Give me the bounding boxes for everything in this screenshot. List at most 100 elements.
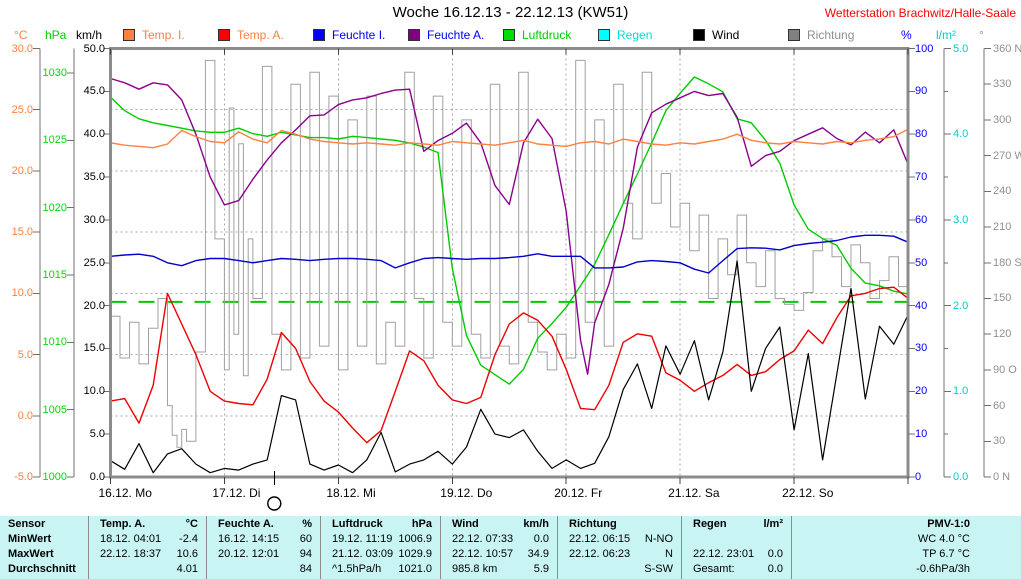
tick-label-lm2: 0.0	[953, 471, 969, 483]
tick-label-hpa: 1020	[42, 201, 67, 214]
legend-item-temp-a: Temp. A.	[218, 28, 284, 42]
table-cell-value: 1029.9	[398, 548, 432, 560]
tick-label-deg: 300	[993, 113, 1012, 126]
tick-label-deg: 270 W	[993, 149, 1021, 162]
series-wind	[110, 260, 909, 474]
table-cell-datetime: 21.12. 03:09	[332, 548, 394, 560]
legend-label: Wind	[712, 28, 740, 42]
table-header-richtung: Richtung	[569, 518, 617, 530]
tick-label-kmh: 50.0	[83, 42, 105, 55]
table-cell-value: 0.0	[533, 533, 549, 545]
legend-swatch-icon	[218, 29, 230, 41]
table-cell-value: 1021.0	[398, 563, 432, 575]
table-divider	[440, 516, 441, 579]
legend-label: Temp. I.	[142, 28, 185, 42]
series-temp_a	[110, 286, 909, 444]
day-label: 22.12. So	[782, 486, 834, 500]
legend-item-wind: Wind	[693, 28, 740, 42]
tick-label-hpa: 1025	[42, 134, 67, 147]
legend-swatch-icon	[123, 29, 135, 41]
tick-label-kmh: 40.0	[83, 128, 105, 141]
tick-label-pct: 20	[915, 385, 928, 398]
tick-label-hpa: 1010	[42, 336, 67, 349]
table-header-pmv: PMV-1:0	[927, 518, 970, 530]
tick-label-pct: 30	[915, 342, 928, 355]
tick-label-c: 15.0	[11, 226, 33, 239]
legend-swatch-icon	[693, 29, 705, 41]
tick-label-deg: 150	[993, 292, 1012, 305]
tick-label-pct: 90	[915, 85, 928, 98]
table-cell-value: 84	[299, 563, 312, 575]
legend-label: Feuchte A.	[427, 28, 485, 42]
axis-header-celsius: °C	[14, 28, 28, 42]
table-header-luftdruck: Luftdruck	[332, 518, 383, 530]
table-cell-value: 0.0	[767, 563, 783, 575]
tick-label-hpa: 1005	[42, 403, 67, 416]
tick-label-deg: 60	[993, 399, 1006, 412]
table-cell-datetime: 20.12. 12:01	[218, 548, 280, 560]
table-cell-datetime: ^1.5hPa/h	[332, 563, 382, 575]
table-cell-datetime: 22.12. 23:01	[693, 548, 755, 560]
axis-header-percent: %	[901, 28, 912, 42]
day-label: 16.12. Mo	[98, 486, 152, 500]
page-title: Woche 16.12.13 - 22.12.13 (KW51)	[392, 4, 629, 21]
tick-label-deg: 210	[993, 221, 1012, 234]
tick-label-c: -5.0	[14, 471, 33, 483]
table-cell-datetime: 18.12. 04:01	[100, 533, 162, 545]
tick-label-c: 5.0	[17, 348, 33, 361]
legend-swatch-icon	[503, 29, 515, 41]
table-cell-value: 94	[299, 548, 312, 560]
table-cell-value: 10.6	[176, 548, 198, 560]
tick-label-deg: 0 N	[993, 471, 1011, 483]
table-cell-value: N	[665, 548, 673, 560]
tick-label-kmh: 25.0	[83, 256, 105, 269]
legend-item-feuchte-i: Feuchte I.	[313, 28, 385, 42]
legend-item-regen: Regen	[598, 28, 652, 42]
tick-label-deg: 180 S	[993, 256, 1021, 269]
tick-label-kmh: 20.0	[83, 299, 105, 312]
legend-swatch-icon	[313, 29, 325, 41]
table-header-unit: %	[302, 518, 312, 530]
tick-label-lm2: 3.0	[953, 213, 969, 226]
tick-label-deg: 90 O	[993, 363, 1017, 376]
legend-item-luftdruck: Luftdruck	[503, 28, 571, 42]
tick-label-deg: 30	[993, 435, 1006, 448]
axis-header-hpa: hPa	[45, 28, 67, 42]
table-header-unit: hPa	[411, 518, 432, 530]
table-cell-datetime: Gesamt:	[693, 563, 735, 575]
day-label: 18.12. Mi	[326, 486, 376, 500]
table-header-wind: Wind	[452, 518, 479, 530]
table-cell-value: 60	[299, 533, 312, 545]
table-row-label: MaxWert	[8, 548, 54, 560]
table-cell-value: -2.4	[179, 533, 198, 545]
table-cell-datetime: 22.12. 06:15	[569, 533, 631, 545]
day-label: 21.12. Sa	[668, 486, 720, 500]
table-cell-datetime: 22.12. 06:23	[569, 548, 631, 560]
tick-label-kmh: 45.0	[83, 85, 105, 98]
tick-label-c: 25.0	[11, 103, 33, 116]
legend-label: Temp. A.	[237, 28, 284, 42]
table-row-label: Durchschnitt	[8, 563, 76, 575]
series-temp_i	[110, 128, 909, 149]
table-header-unit: °C	[185, 518, 198, 530]
table-row-label: MinWert	[8, 533, 52, 545]
day-label: 17.12. Di	[212, 486, 261, 500]
tick-label-pct: 0	[915, 471, 922, 483]
tick-label-kmh: 10.0	[83, 385, 105, 398]
tick-label-pct: 40	[915, 299, 928, 312]
table-cell-datetime: 22.12. 18:37	[100, 548, 162, 560]
table-cell-value: S-SW	[644, 563, 673, 575]
station-name: Wetterstation Brachwitz/Halle-Saale	[824, 6, 1016, 20]
tick-label-kmh: 0.0	[89, 471, 105, 483]
table-cell-value: 4.01	[176, 563, 198, 575]
axis-header-lm2: l/m²	[936, 28, 956, 42]
table-cell-value: 34.9	[527, 548, 549, 560]
tick-label-lm2: 4.0	[953, 128, 969, 141]
table-header-feuchte-a: Feuchte A.	[218, 518, 274, 530]
series-feuchte_i	[110, 234, 909, 274]
table-divider	[88, 516, 89, 579]
tick-label-pct: 60	[915, 213, 928, 226]
tick-label-c: 20.0	[11, 164, 33, 177]
